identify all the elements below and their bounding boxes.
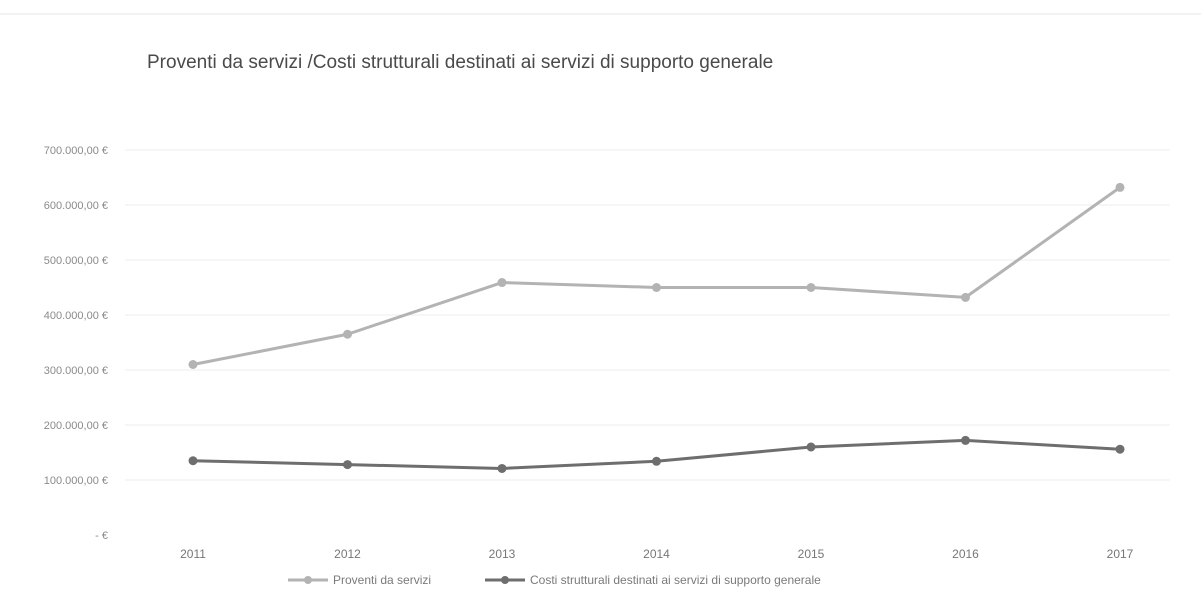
legend-label: Costi strutturali destinati ai servizi d…	[530, 573, 821, 587]
legend-item: Proventi da servizi	[288, 573, 431, 587]
series-2	[188, 435, 1125, 473]
data-point	[652, 283, 661, 292]
y-tick-label: 200.000,00 €	[44, 420, 108, 432]
legend-item: Costi strutturali destinati ai servizi d…	[485, 573, 821, 587]
y-tick-label: 400.000,00 €	[44, 310, 108, 322]
x-tick-label: 2015	[798, 547, 825, 561]
legend: Proventi da servizi Costi strutturali des…	[288, 573, 821, 587]
data-point	[343, 460, 352, 470]
x-tick-label: 2014	[643, 547, 670, 561]
data-point	[1115, 182, 1125, 192]
data-point	[343, 329, 352, 339]
y-tick-label: 700.000,00 €	[44, 145, 108, 157]
data-point	[188, 456, 198, 466]
data-point	[1115, 444, 1125, 454]
data-point	[497, 463, 507, 473]
x-axis-tick-labels: 2011 2012 2013 2014 2015 2016 2017	[180, 547, 1134, 561]
y-tick-label: 100.000,00 €	[44, 475, 108, 487]
legend-point-marker	[501, 576, 509, 584]
legend-label: Proventi da servizi	[333, 573, 431, 587]
chart-title: Proventi da servizi /Costi strutturali d…	[147, 52, 773, 73]
legend-point-marker	[304, 576, 312, 584]
data-point	[806, 283, 816, 292]
x-tick-label: 2012	[334, 547, 361, 561]
y-tick-label: - €	[95, 530, 108, 542]
data-point	[806, 442, 816, 452]
x-tick-label: 2011	[180, 547, 206, 561]
y-axis-tick-labels: - € 100.000,00 € 200.000,00 € 300.000,00 € 4…	[44, 145, 108, 542]
series-1	[188, 182, 1125, 369]
y-tick-label: 500.000,00 €	[44, 255, 108, 267]
data-point	[961, 292, 970, 302]
data-point	[188, 360, 198, 369]
data-point	[497, 278, 507, 288]
gridlines	[125, 149, 1170, 481]
x-tick-label: 2013	[489, 547, 516, 561]
y-tick-label: 600.000,00 €	[44, 200, 108, 212]
data-point	[961, 435, 970, 445]
data-point	[652, 456, 661, 466]
series-line	[191, 185, 1122, 366]
y-tick-label: 300.000,00 €	[44, 365, 108, 377]
series-lines	[188, 182, 1125, 473]
x-tick-label: 2017	[1107, 547, 1134, 561]
x-tick-label: 2016	[952, 547, 979, 561]
